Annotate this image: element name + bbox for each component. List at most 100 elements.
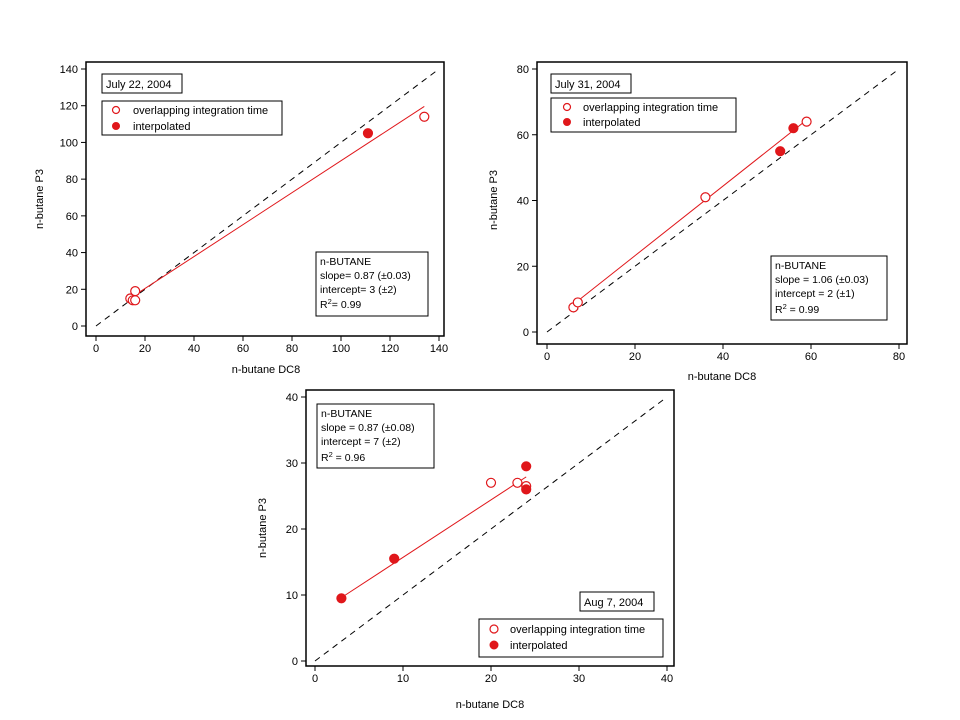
y-tick-label: 0 bbox=[292, 656, 298, 668]
fit-line bbox=[573, 119, 807, 305]
stats-slope: slope = 1.06 (±0.03) bbox=[775, 274, 869, 286]
y-tick-label: 30 bbox=[286, 458, 298, 470]
legend-filled-marker bbox=[112, 122, 120, 130]
x-tick-label: 100 bbox=[332, 343, 350, 355]
stats-intercept: intercept = 7 (±2) bbox=[321, 436, 401, 448]
filled-data-point bbox=[521, 461, 532, 472]
open-data-point bbox=[512, 477, 523, 488]
y-tick-label: 100 bbox=[60, 137, 78, 149]
legend-open-marker bbox=[489, 624, 499, 634]
y-tick-label: 0 bbox=[523, 327, 529, 339]
dashed-one-to-one-line bbox=[314, 396, 668, 662]
y-tick-label: 10 bbox=[286, 590, 298, 602]
open-data-point bbox=[700, 192, 711, 203]
stats-title: n-BUTANE bbox=[321, 408, 372, 420]
legend: overlapping integration time interpolate… bbox=[550, 97, 737, 133]
x-tick-label: 140 bbox=[430, 343, 448, 355]
legend-filled-marker bbox=[489, 640, 499, 650]
date-label-box: Aug 7, 2004 bbox=[579, 591, 655, 612]
stats-box: n-BUTANE slope = 0.87 (±0.08) intercept … bbox=[316, 403, 435, 469]
regression-fit-line bbox=[341, 476, 527, 599]
dashed-one-to-one-line bbox=[546, 68, 900, 333]
x-tick-label: 20 bbox=[139, 343, 151, 355]
y-tick-label: 40 bbox=[66, 248, 78, 260]
x-tick-label: 0 bbox=[544, 351, 550, 363]
y-tick-label: 40 bbox=[286, 392, 298, 404]
date-label-box: July 22, 2004 bbox=[101, 73, 183, 94]
axes: 0 20 40 60 80 100 120 140 0 20 40 60 80 100 120 140 bbox=[60, 64, 449, 355]
y-axis-label: n-butane P3 bbox=[257, 498, 269, 558]
legend-open-label: overlapping integration time bbox=[510, 624, 645, 636]
x-axis-label: n-butane DC8 bbox=[688, 371, 757, 383]
y-tick-label: 140 bbox=[60, 64, 78, 76]
axes: 0 10 20 30 40 0 10 20 30 40 bbox=[286, 392, 673, 685]
y-tick-label: 60 bbox=[66, 211, 78, 223]
legend-open-marker bbox=[562, 102, 572, 112]
open-data-point bbox=[485, 477, 497, 488]
y-tick-label: 120 bbox=[60, 101, 78, 113]
panel-july-31: 0 20 40 60 80 0 20 40 60 80 n-butane DC8 n-butane… bbox=[488, 61, 908, 383]
open-data-point bbox=[801, 116, 812, 127]
x-tick-label: 40 bbox=[661, 673, 673, 685]
filled-data-point bbox=[788, 123, 799, 134]
y-tick-label: 40 bbox=[517, 196, 529, 208]
stats-box: n-BUTANE slope= 0.87 (±0.03) intercept= … bbox=[315, 251, 429, 317]
one-to-one-line bbox=[546, 68, 900, 333]
data-points bbox=[568, 116, 812, 313]
legend-open-label: overlapping integration time bbox=[583, 102, 718, 114]
plot-frame bbox=[85, 61, 445, 337]
stats-slope: slope = 0.87 (±0.08) bbox=[321, 422, 415, 434]
open-data-point bbox=[419, 111, 430, 122]
x-tick-label: 40 bbox=[188, 343, 200, 355]
stats-r-squared: R2= 0.99 bbox=[320, 297, 361, 311]
y-tick-label: 0 bbox=[72, 321, 78, 333]
open-data-point bbox=[130, 295, 141, 306]
fit-line bbox=[341, 476, 527, 599]
stats-intercept: intercept= 3 (±2) bbox=[320, 284, 397, 296]
stats-box: n-BUTANE slope = 1.06 (±0.03) intercept … bbox=[770, 255, 888, 321]
stats-title: n-BUTANE bbox=[775, 260, 826, 272]
x-tick-label: 20 bbox=[485, 673, 497, 685]
data-points bbox=[336, 461, 532, 604]
date-label-box: July 31, 2004 bbox=[550, 73, 632, 94]
x-tick-label: 120 bbox=[381, 343, 399, 355]
open-data-point bbox=[572, 297, 583, 308]
x-tick-label: 80 bbox=[893, 351, 905, 363]
stats-title: n-BUTANE bbox=[320, 256, 371, 268]
y-tick-label: 80 bbox=[66, 174, 78, 186]
one-to-one-line bbox=[314, 396, 668, 662]
x-tick-label: 60 bbox=[237, 343, 249, 355]
legend-open-marker bbox=[111, 105, 121, 115]
axes: 0 20 40 60 80 0 20 40 60 80 bbox=[517, 64, 905, 363]
filled-data-point bbox=[336, 593, 347, 604]
regression-fit-line bbox=[573, 119, 807, 305]
legend-filled-label: interpolated bbox=[510, 640, 568, 652]
x-tick-label: 20 bbox=[629, 351, 641, 363]
fit-line bbox=[130, 106, 425, 299]
x-tick-label: 0 bbox=[93, 343, 99, 355]
legend-filled-label: interpolated bbox=[133, 121, 191, 133]
y-axis-label: n-butane P3 bbox=[34, 169, 46, 229]
x-tick-label: 60 bbox=[805, 351, 817, 363]
y-tick-label: 20 bbox=[517, 261, 529, 273]
stats-slope: slope= 0.87 (±0.03) bbox=[320, 270, 411, 282]
x-tick-label: 40 bbox=[717, 351, 729, 363]
filled-data-point bbox=[389, 553, 400, 564]
stats-r-squared: R2 = 0.96 bbox=[321, 450, 365, 464]
plot-frame bbox=[305, 389, 675, 667]
open-data-point bbox=[130, 286, 141, 297]
date-label: July 22, 2004 bbox=[106, 79, 171, 91]
legend-open-label: overlapping integration time bbox=[133, 105, 268, 117]
y-tick-label: 80 bbox=[517, 64, 529, 76]
legend: overlapping integration time interpolate… bbox=[101, 100, 283, 136]
filled-data-point bbox=[521, 484, 532, 495]
y-axis-label: n-butane P3 bbox=[488, 170, 500, 230]
data-points bbox=[125, 111, 430, 306]
legend-filled-marker bbox=[563, 118, 571, 126]
date-label: Aug 7, 2004 bbox=[584, 597, 643, 609]
panel-july-22: 0 20 40 60 80 100 120 140 0 20 40 60 80 100 120 140 n-b… bbox=[34, 61, 449, 376]
plot-frame bbox=[536, 61, 908, 345]
x-axis-label: n-butane DC8 bbox=[456, 699, 525, 711]
x-tick-label: 10 bbox=[397, 673, 409, 685]
